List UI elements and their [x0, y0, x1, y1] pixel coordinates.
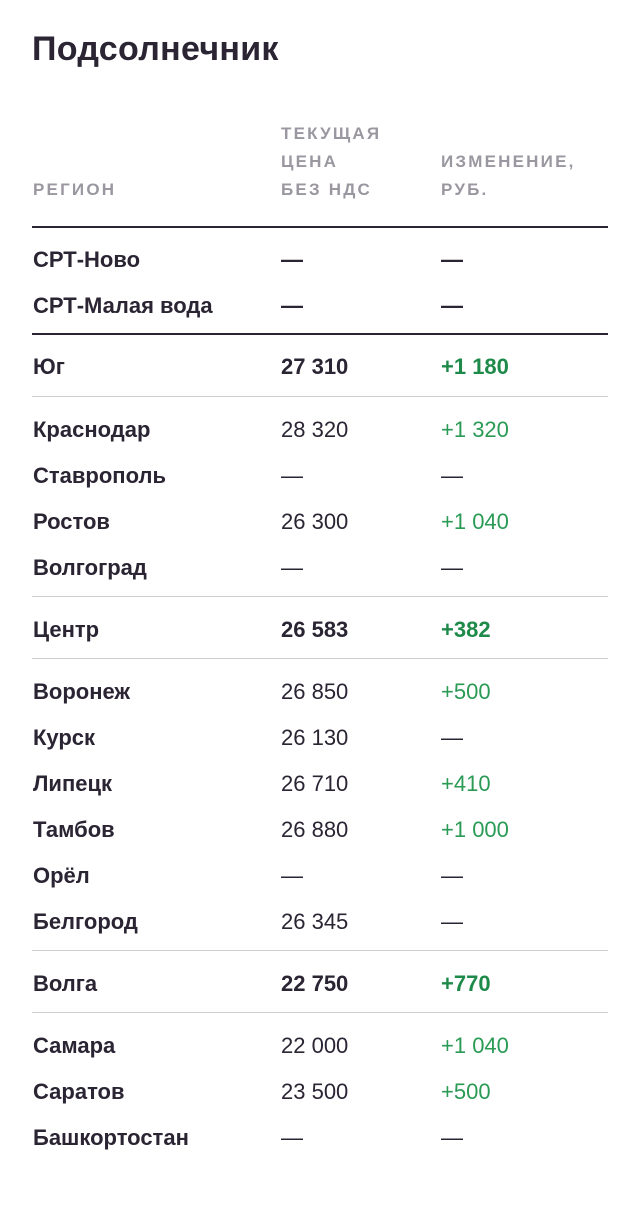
change-value: +1 320: [441, 417, 509, 442]
change-value: +1 040: [441, 1033, 509, 1058]
region-name: Волга: [33, 971, 98, 996]
change-value: +1 040: [441, 509, 509, 534]
region-name: Орёл: [33, 863, 90, 888]
change-value: —: [441, 463, 463, 488]
region-name: СРТ-Ново: [33, 247, 141, 272]
region-name: Воронеж: [33, 679, 131, 704]
change-value: +410: [441, 771, 491, 796]
table-row: СРТ-Малая вода — —: [0, 291, 640, 321]
change-value: +500: [441, 1079, 491, 1104]
table-row: Курск 26 130 —: [0, 723, 640, 753]
price-value: 22 000: [281, 1033, 349, 1058]
group-divider: [32, 333, 608, 335]
table-row: Волгоград — —: [0, 553, 640, 583]
table-row-summary: Волга 22 750 +770: [0, 969, 640, 999]
price-value: 26 880: [281, 817, 349, 842]
change-value: —: [441, 293, 463, 318]
change-value: +500: [441, 679, 491, 704]
region-name: Юг: [33, 354, 65, 379]
price-value: —: [281, 863, 303, 888]
region-name: Ставрополь: [33, 463, 166, 488]
group-divider: [32, 1012, 608, 1013]
change-value: +770: [441, 971, 491, 996]
table-row: Ростов 26 300 +1 040: [0, 507, 640, 537]
table-row: Ставрополь — —: [0, 461, 640, 491]
price-value: 23 500: [281, 1079, 349, 1104]
group-divider: [32, 396, 608, 397]
group-divider: [32, 596, 608, 597]
change-value: +1 000: [441, 817, 509, 842]
table-row: Саратов 23 500 +500: [0, 1077, 640, 1107]
header-divider: [32, 226, 608, 228]
price-value: 26 130: [281, 725, 349, 750]
price-value: 26 300: [281, 509, 349, 534]
region-name: Краснодар: [33, 417, 151, 442]
change-value: —: [441, 909, 463, 934]
change-value: —: [441, 725, 463, 750]
table-row: Воронеж 26 850 +500: [0, 677, 640, 707]
change-value: +382: [441, 617, 491, 642]
change-value: —: [441, 863, 463, 888]
region-name: Белгород: [33, 909, 138, 934]
table-row: Самара 22 000 +1 040: [0, 1031, 640, 1061]
price-value: 27 310: [281, 354, 349, 379]
price-value: —: [281, 1125, 303, 1150]
change-value: —: [441, 1125, 463, 1150]
table-row-summary: Центр 26 583 +382: [0, 615, 640, 645]
table-row: Краснодар 28 320 +1 320: [0, 415, 640, 445]
page-title: Подсолнечник: [32, 30, 279, 68]
change-value: —: [441, 247, 463, 272]
region-name: Саратов: [33, 1079, 125, 1104]
price-value: 28 320: [281, 417, 349, 442]
column-header-region: РЕГИОН: [33, 180, 117, 199]
table-row: Белгород 26 345 —: [0, 907, 640, 937]
table-row: Орёл — —: [0, 861, 640, 891]
region-name: Башкортостан: [33, 1125, 189, 1150]
table-row: СРТ-Ново — —: [0, 245, 640, 275]
price-value: 22 750: [281, 971, 349, 996]
column-header-price: ТЕКУЩАЯ ЦЕНА БЕЗ НДС: [281, 124, 382, 199]
region-name: Ростов: [33, 509, 110, 534]
price-value: —: [281, 555, 303, 580]
price-value: 26 583: [281, 617, 349, 642]
column-header-change: ИЗМЕНЕНИЕ, РУБ.: [441, 152, 576, 199]
region-name: Тамбов: [33, 817, 115, 842]
group-divider: [32, 950, 608, 951]
group-divider: [32, 658, 608, 659]
region-name: Самара: [33, 1033, 116, 1058]
change-value: +1 180: [441, 354, 509, 379]
change-value: —: [441, 555, 463, 580]
region-name: СРТ-Малая вода: [33, 293, 213, 318]
table-row: Тамбов 26 880 +1 000: [0, 815, 640, 845]
price-value: —: [281, 247, 303, 272]
price-value: —: [281, 293, 303, 318]
table-row: Башкортостан — —: [0, 1123, 640, 1153]
region-name: Волгоград: [33, 555, 147, 580]
region-name: Липецк: [33, 771, 113, 796]
price-value: 26 710: [281, 771, 349, 796]
price-value: 26 850: [281, 679, 349, 704]
region-name: Курск: [33, 725, 96, 750]
table-row: Липецк 26 710 +410: [0, 769, 640, 799]
price-value: 26 345: [281, 909, 349, 934]
table-row-summary: Юг 27 310 +1 180: [0, 352, 640, 382]
price-value: —: [281, 463, 303, 488]
region-name: Центр: [33, 617, 100, 642]
